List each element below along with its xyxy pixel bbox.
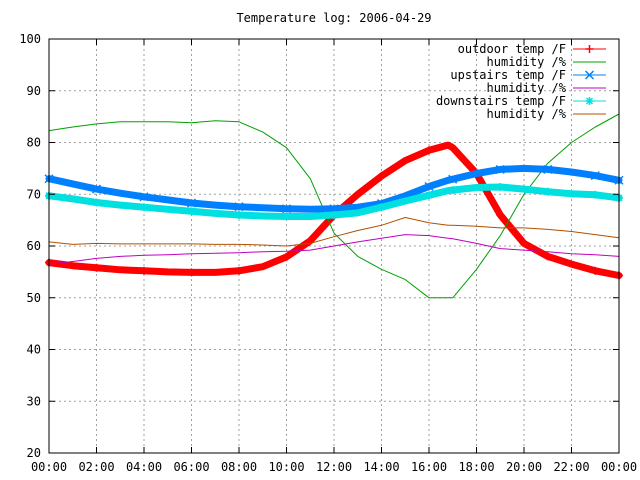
y-tick-label: 90 xyxy=(27,84,41,98)
data-point xyxy=(187,207,196,216)
y-tick-label: 40 xyxy=(27,343,41,357)
x-tick-label: 06:00 xyxy=(173,460,209,474)
data-point xyxy=(281,204,292,214)
data-point xyxy=(140,266,148,275)
data-point xyxy=(591,190,600,199)
x-tick-label: 02:00 xyxy=(78,460,114,474)
x-tick-label: 14:00 xyxy=(363,460,399,474)
series-5 xyxy=(45,183,623,221)
series-line xyxy=(48,234,620,265)
x-tick-label: 22:00 xyxy=(553,460,589,474)
legend-entry: outdoor temp /F xyxy=(458,42,606,56)
x-tick-label: 08:00 xyxy=(221,460,257,474)
y-tick-label: 70 xyxy=(27,187,41,201)
series-line xyxy=(45,164,623,213)
data-point xyxy=(330,210,338,219)
axes: 00:00 02:00 04:00 06:00 08:00 10:00 12:00 14:00… xyxy=(19,32,637,474)
data-point xyxy=(139,192,149,202)
legend-entry: humidity /% xyxy=(487,81,606,95)
x-tick-label: 12:00 xyxy=(316,460,352,474)
data-point xyxy=(496,183,505,192)
x-tick-label: 20:00 xyxy=(506,460,542,474)
data-point xyxy=(496,210,505,219)
y-tick-label: 30 xyxy=(27,394,41,408)
x-tick-label: 16:00 xyxy=(411,460,447,474)
data-point xyxy=(591,266,600,275)
series-6 xyxy=(48,217,620,247)
legend-label: outdoor temp /F xyxy=(458,42,566,56)
x-tick-label: 18:00 xyxy=(458,460,494,474)
x-tick-label: 04:00 xyxy=(126,460,162,474)
series-lines xyxy=(44,113,624,299)
data-point xyxy=(92,198,101,207)
legend-label: humidity /% xyxy=(487,107,567,121)
legend-label: downstairs temp /F xyxy=(436,94,566,108)
series-2 xyxy=(48,113,620,299)
y-tick-label: 100 xyxy=(19,32,41,46)
data-point xyxy=(234,202,244,212)
y-tick-label: 80 xyxy=(27,136,41,150)
data-point xyxy=(377,203,386,212)
series-4 xyxy=(48,234,620,265)
data-point xyxy=(448,186,457,195)
data-point xyxy=(448,143,457,152)
data-point xyxy=(186,198,197,208)
data-point xyxy=(425,191,433,200)
legend-label: humidity /% xyxy=(487,55,567,69)
legend-entry: downstairs temp /F xyxy=(436,94,606,108)
data-point xyxy=(424,181,434,192)
data-point xyxy=(584,70,595,80)
data-point xyxy=(543,252,552,261)
legend-entry: humidity /% xyxy=(487,55,606,69)
data-point xyxy=(543,187,552,196)
data-point xyxy=(495,164,505,174)
y-tick-label: 50 xyxy=(27,291,41,305)
data-point xyxy=(543,164,553,174)
legend-label: humidity /% xyxy=(487,81,567,95)
data-point xyxy=(235,210,243,219)
data-point xyxy=(282,252,291,261)
y-tick-label: 60 xyxy=(27,239,41,253)
data-point xyxy=(425,146,433,155)
x-tick-label: 00:00 xyxy=(31,460,67,474)
data-point xyxy=(92,263,101,272)
x-tick-label: 10:00 xyxy=(268,460,304,474)
y-tick-label: 20 xyxy=(27,446,41,460)
data-point xyxy=(590,171,600,181)
chart-title: Temperature log: 2006-04-29 xyxy=(236,11,431,25)
series-line xyxy=(48,217,620,247)
data-point xyxy=(91,184,102,194)
x-tick-label: 00:00 xyxy=(601,460,637,474)
data-point xyxy=(282,212,291,221)
data-point xyxy=(187,268,196,277)
data-point xyxy=(377,172,386,181)
data-point xyxy=(448,174,458,184)
legend-entry: upstairs temp /F xyxy=(450,68,606,82)
legend-label: upstairs temp /F xyxy=(450,68,566,82)
legend-entry: humidity /% xyxy=(487,107,606,121)
data-point xyxy=(585,45,594,53)
data-point xyxy=(585,97,594,105)
data-point xyxy=(140,203,148,212)
data-point xyxy=(235,266,243,275)
series-line xyxy=(48,113,620,299)
